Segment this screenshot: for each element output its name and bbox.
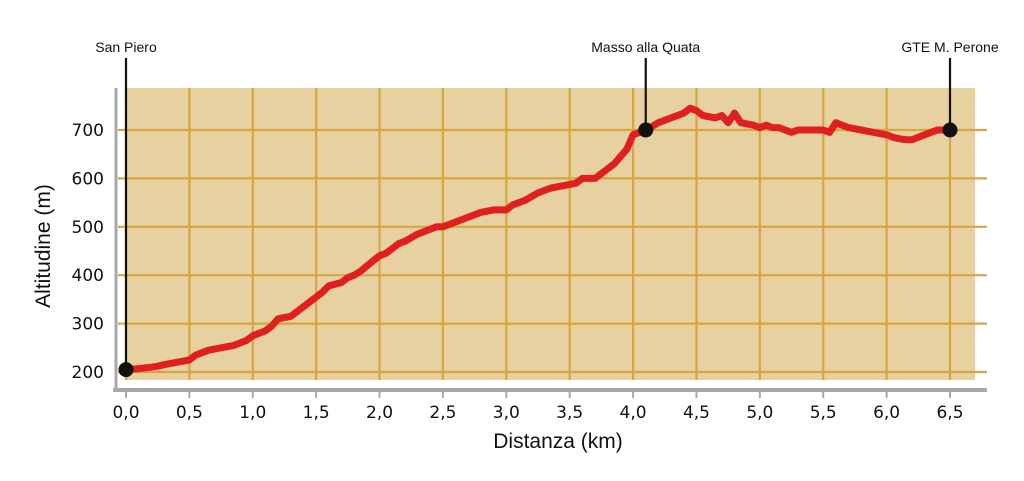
x-tick-label-11: 5,5 (810, 403, 837, 423)
waypoint-label-2: GTE M. Perone (901, 39, 998, 55)
x-tick-label-7: 3,5 (556, 403, 583, 423)
x-tick-label-12: 6,0 (873, 403, 900, 423)
waypoint-label-1: Masso alla Quata (591, 39, 700, 55)
waypoint-markers (118, 122, 958, 378)
axes (113, 88, 987, 392)
waypoint-marker-1 (638, 122, 654, 138)
y-tick-label-2: 400 (72, 266, 104, 286)
x-axis-title: Distanza (km) (493, 430, 623, 453)
waypoint-label-0: San Piero (95, 39, 157, 55)
y-tick-label-0: 200 (72, 363, 104, 383)
x-tick-label-3: 1,5 (303, 403, 330, 423)
x-tick-label-13: 6,5 (936, 403, 963, 423)
y-tick-label-3: 500 (72, 218, 104, 238)
y-tick-label-5: 700 (72, 121, 104, 141)
elevation-series (122, 104, 954, 374)
y-tick-label-1: 300 (72, 315, 104, 335)
waypoints: San Piero Masso alla Quata GTE M. Perone (95, 39, 999, 370)
x-tick-label-1: 0,5 (176, 403, 203, 423)
y-tick-labels: 200 300 400 500 600 700 (72, 121, 104, 383)
x-tick-label-10: 5,0 (746, 403, 773, 423)
y-axis-title: Altitudine (m) (32, 184, 55, 308)
x-tick-label-0: 0,0 (112, 403, 139, 423)
elevation-line (122, 104, 954, 374)
y-tick-label-4: 600 (72, 169, 104, 189)
x-tick-label-6: 3,0 (493, 403, 520, 423)
x-tick-label-2: 1,0 (239, 403, 266, 423)
x-tick-label-8: 4,0 (620, 403, 647, 423)
x-tick-label-4: 2,0 (366, 403, 393, 423)
waypoint-marker-2 (942, 122, 958, 138)
waypoint-marker-0 (118, 362, 134, 378)
x-tick-label-9: 4,5 (683, 403, 710, 423)
x-tick-labels: 0,0 0,5 1,0 1,5 2,0 2,5 3,0 3,5 4,0 4,5 5,0 5,5 6,0 6… (112, 392, 964, 423)
x-tick-label-5: 2,5 (429, 403, 456, 423)
